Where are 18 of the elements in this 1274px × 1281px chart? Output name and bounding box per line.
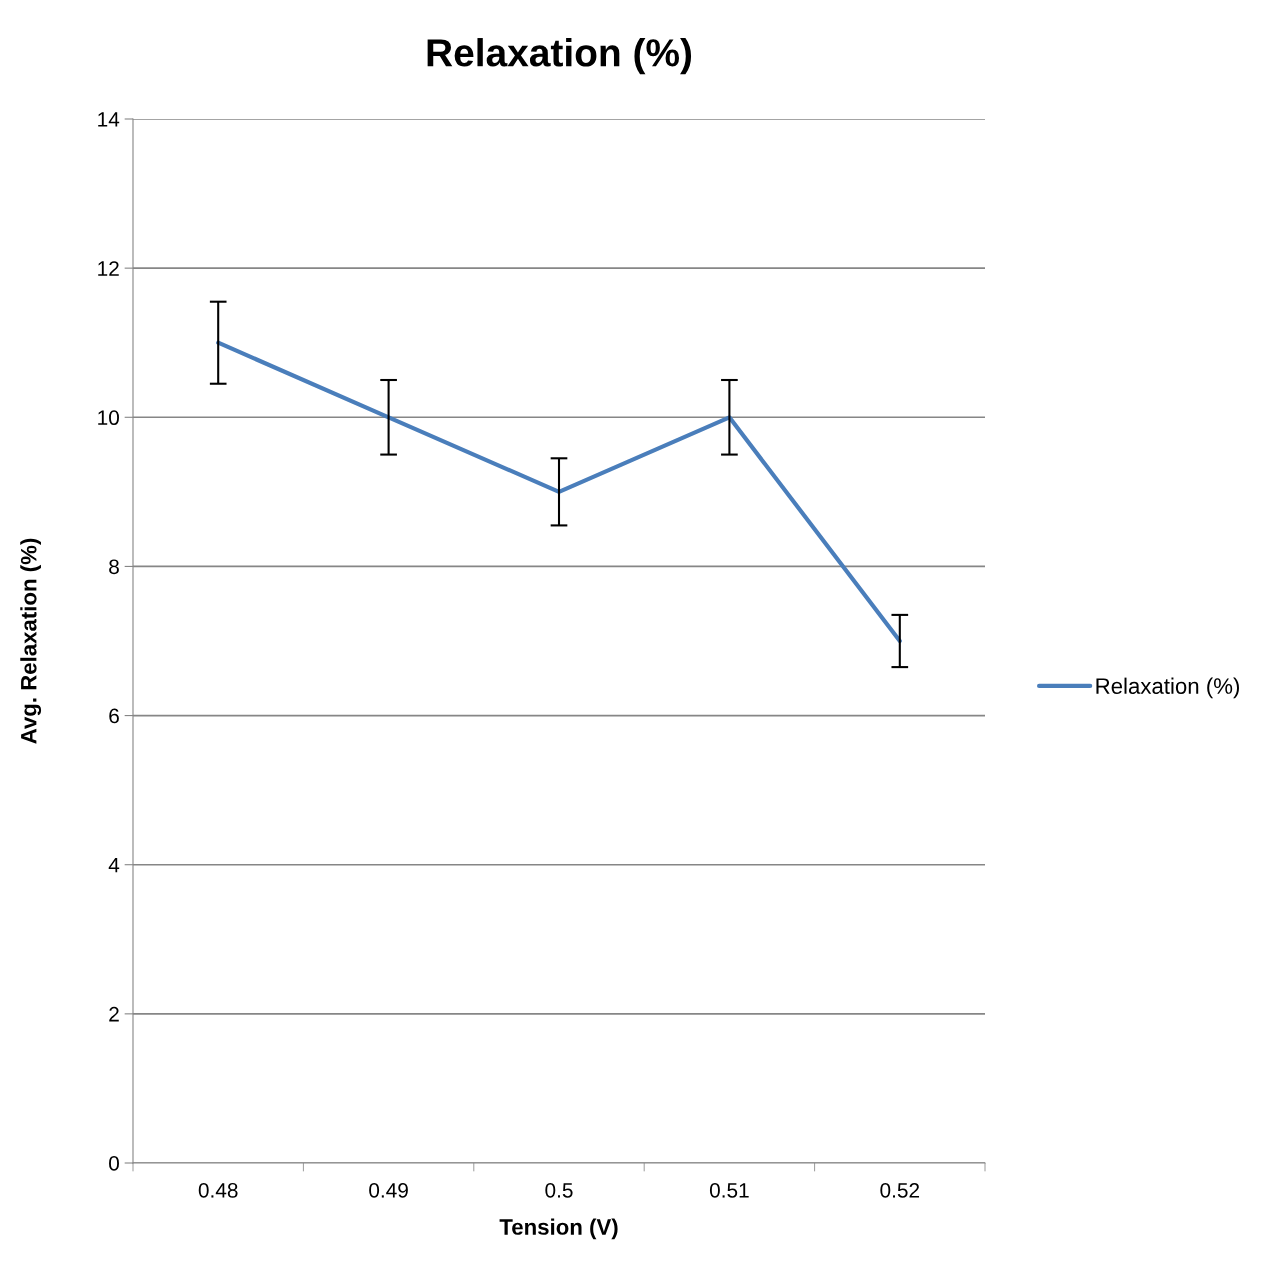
y-tick-label: 2 — [109, 1006, 119, 1022]
x-tick-label: 0.5 — [545, 1182, 573, 1198]
x-tick-label: 0.51 — [709, 1182, 749, 1198]
line-series — [216, 340, 902, 644]
y-tick-label: 4 — [108, 857, 120, 873]
y-axis-title: Avg. Relaxation (%) — [20, 538, 42, 744]
x-axis-title: Tension (V) — [499, 1218, 618, 1240]
chart-title: Relaxation (%) — [427, 38, 692, 75]
x-tick-label: 0.48 — [198, 1182, 238, 1198]
y-tick-label: 8 — [109, 559, 119, 575]
legend-label: Relaxation (%) — [1096, 677, 1239, 699]
y-tick-label: 0 — [109, 1156, 119, 1171]
x-tick-label: 0.52 — [880, 1182, 920, 1198]
y-tick-label: 6 — [109, 708, 119, 724]
y-tick-label: 12 — [98, 261, 119, 276]
y-tick-label: 14 — [98, 112, 120, 127]
x-tick-label: 0.49 — [369, 1182, 408, 1198]
y-tick-label: 10 — [98, 410, 119, 426]
